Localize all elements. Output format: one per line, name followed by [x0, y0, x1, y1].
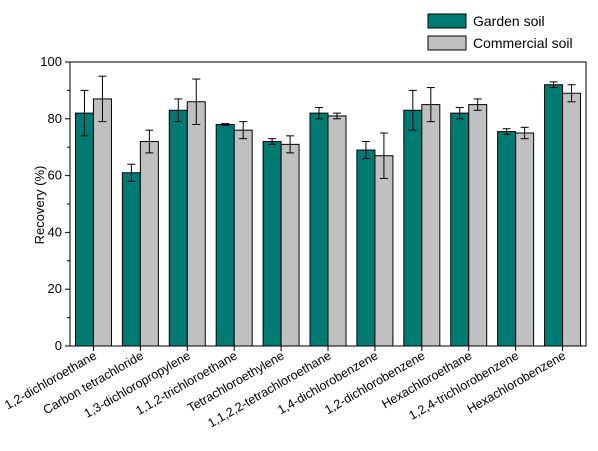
- bar: [186, 101, 206, 347]
- bar: [262, 141, 282, 347]
- bar: [450, 112, 470, 347]
- bar: [421, 104, 441, 347]
- bars-layer: [74, 75, 582, 347]
- bar: [544, 84, 564, 347]
- y-tick-label: 80: [48, 111, 62, 126]
- bar: [497, 131, 517, 347]
- bar: [327, 115, 347, 347]
- legend-label: Commercial soil: [473, 35, 573, 51]
- bar: [233, 129, 253, 347]
- bar: [92, 98, 112, 347]
- bar: [562, 92, 582, 347]
- bar: [121, 172, 141, 347]
- bar: [515, 132, 535, 347]
- y-tick-label: 20: [48, 281, 62, 296]
- legend-swatch: [427, 35, 467, 51]
- legend-swatch: [427, 13, 467, 29]
- bar: [309, 112, 329, 347]
- bar: [374, 155, 394, 347]
- legend: Garden soil Commercial soil: [427, 13, 573, 51]
- y-tick-label: 60: [48, 168, 62, 183]
- y-tick-label: 40: [48, 224, 62, 239]
- bar: [280, 143, 300, 347]
- bar: [168, 109, 188, 347]
- bar: [74, 112, 94, 347]
- bar: [215, 123, 235, 347]
- legend-label: Garden soil: [473, 13, 545, 29]
- bar: [139, 141, 159, 347]
- y-axis-label: Recovery (%): [32, 166, 47, 245]
- y-tick-label: 0: [55, 338, 62, 353]
- bar: [468, 104, 488, 347]
- bar: [356, 149, 376, 347]
- y-tick-label: 100: [40, 54, 62, 69]
- bar: [403, 109, 423, 347]
